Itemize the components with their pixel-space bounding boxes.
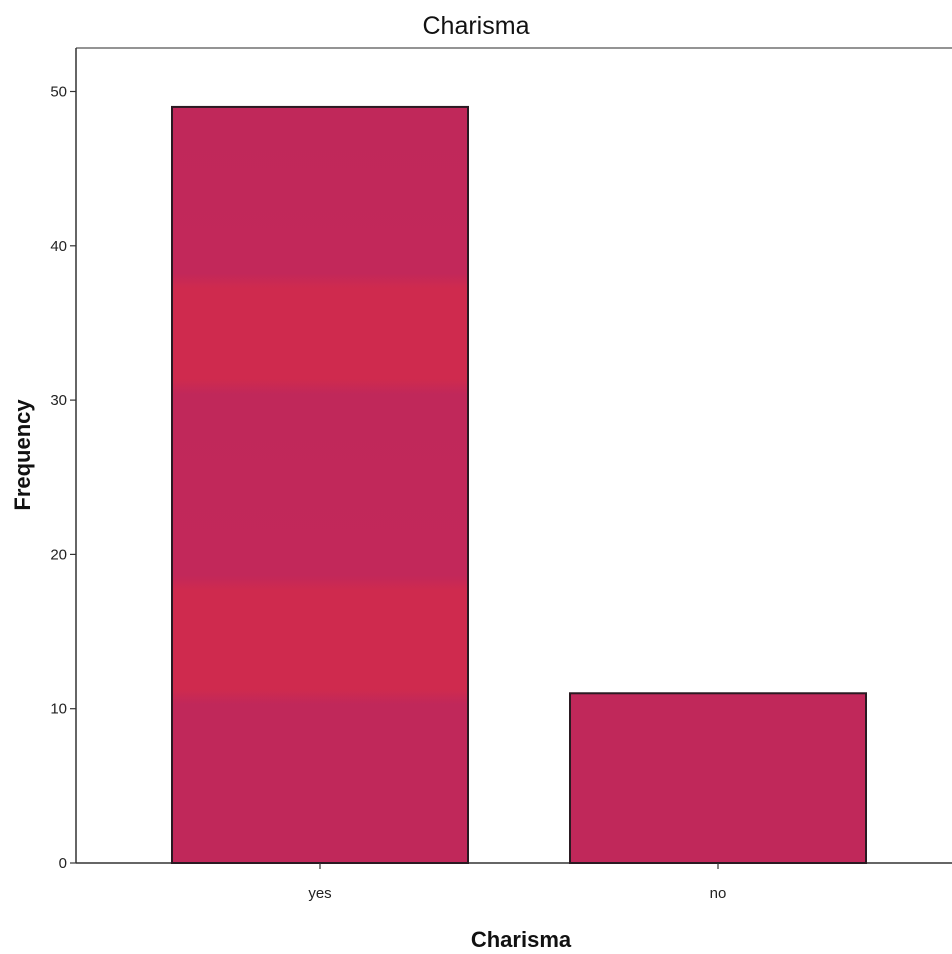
x-tick-label-no: no bbox=[710, 885, 727, 902]
x-axis-ticks: yes no bbox=[308, 863, 726, 902]
y-tick-label: 40 bbox=[50, 238, 67, 255]
bars bbox=[171, 105, 867, 865]
y-axis-ticks: 0 10 20 30 40 50 bbox=[50, 84, 76, 872]
y-axis-label: Frequency bbox=[10, 399, 35, 511]
x-axis-label: Charisma bbox=[471, 927, 572, 952]
y-tick-label: 10 bbox=[50, 701, 67, 718]
x-tick-label-yes: yes bbox=[308, 885, 331, 902]
y-tick-label: 20 bbox=[50, 546, 67, 563]
y-tick-label: 0 bbox=[59, 855, 67, 872]
chart-title: Charisma bbox=[423, 12, 530, 40]
bar-no bbox=[569, 692, 867, 865]
y-tick-label: 50 bbox=[50, 84, 67, 101]
y-tick-label: 30 bbox=[50, 392, 67, 409]
bar-yes bbox=[171, 105, 469, 865]
